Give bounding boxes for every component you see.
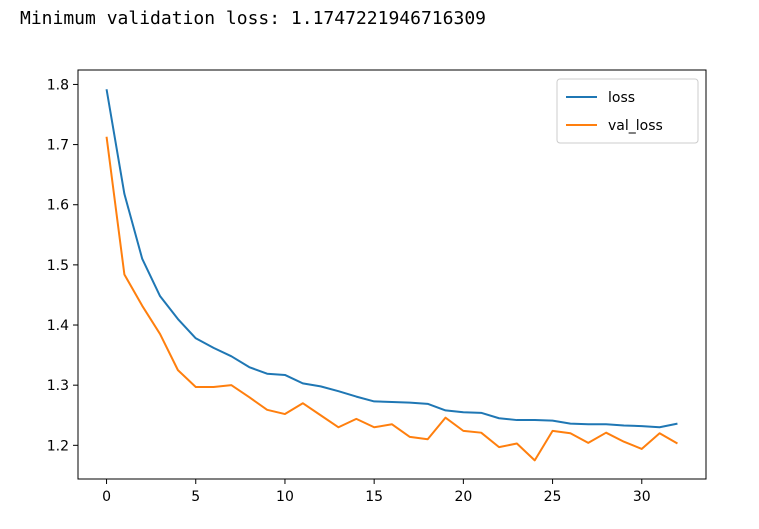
- series-line-val-loss: [105, 136, 678, 462]
- y-tick-label: 1.8: [47, 77, 69, 93]
- legend-box: [556, 78, 699, 144]
- x-tick-label: 0: [102, 489, 111, 505]
- series-lines: [105, 89, 678, 462]
- axes-frame: [77, 69, 707, 480]
- x-tick-label: 5: [191, 489, 200, 505]
- y-tick-label: 1.4: [47, 318, 69, 334]
- x-axis: 0 5 10 15 20 25 30: [102, 479, 651, 505]
- y-tick-label: 1.7: [47, 138, 69, 154]
- x-tick-label: 15: [365, 489, 383, 505]
- plot-frame: [77, 69, 707, 480]
- y-tick-label: 1.2: [47, 438, 69, 454]
- y-axis: 1.2 1.3 1.4 1.5 1.6 1.7 1.8: [47, 77, 78, 454]
- legend-label-loss: loss: [608, 90, 635, 106]
- min-val-loss-output: Minimum validation loss: 1.1747221946716…: [20, 8, 486, 29]
- x-tick-label: 25: [544, 489, 562, 505]
- x-tick-label: 10: [276, 489, 294, 505]
- y-tick-label: 1.6: [47, 198, 69, 214]
- series-line-loss: [105, 89, 678, 429]
- x-tick-label: 20: [454, 489, 472, 505]
- x-tick-label: 30: [633, 489, 651, 505]
- legend: loss val_loss: [556, 78, 699, 144]
- y-tick-label: 1.3: [47, 378, 69, 394]
- y-tick-label: 1.5: [47, 258, 69, 274]
- legend-label-val-loss: val_loss: [608, 118, 663, 134]
